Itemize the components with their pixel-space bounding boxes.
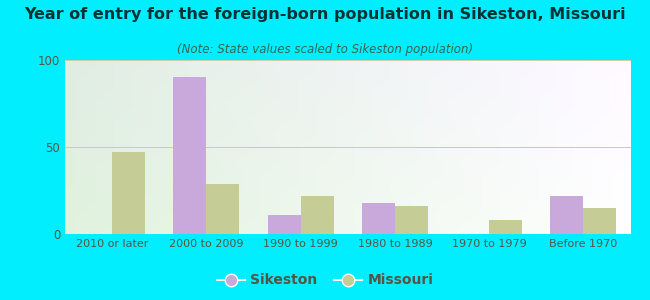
Bar xyxy=(551,196,584,234)
Text: (Note: State values scaled to Sikeston population): (Note: State values scaled to Sikeston p… xyxy=(177,44,473,56)
Bar xyxy=(112,152,145,234)
Bar xyxy=(268,215,300,234)
Bar xyxy=(300,196,333,234)
Bar xyxy=(395,206,428,234)
Bar xyxy=(489,220,522,234)
Text: Year of entry for the foreign-born population in Sikeston, Missouri: Year of entry for the foreign-born popul… xyxy=(24,8,626,22)
Bar xyxy=(174,77,207,234)
Bar xyxy=(207,184,239,234)
Bar xyxy=(362,203,395,234)
Bar xyxy=(584,208,616,234)
Legend: Sikeston, Missouri: Sikeston, Missouri xyxy=(211,268,439,293)
